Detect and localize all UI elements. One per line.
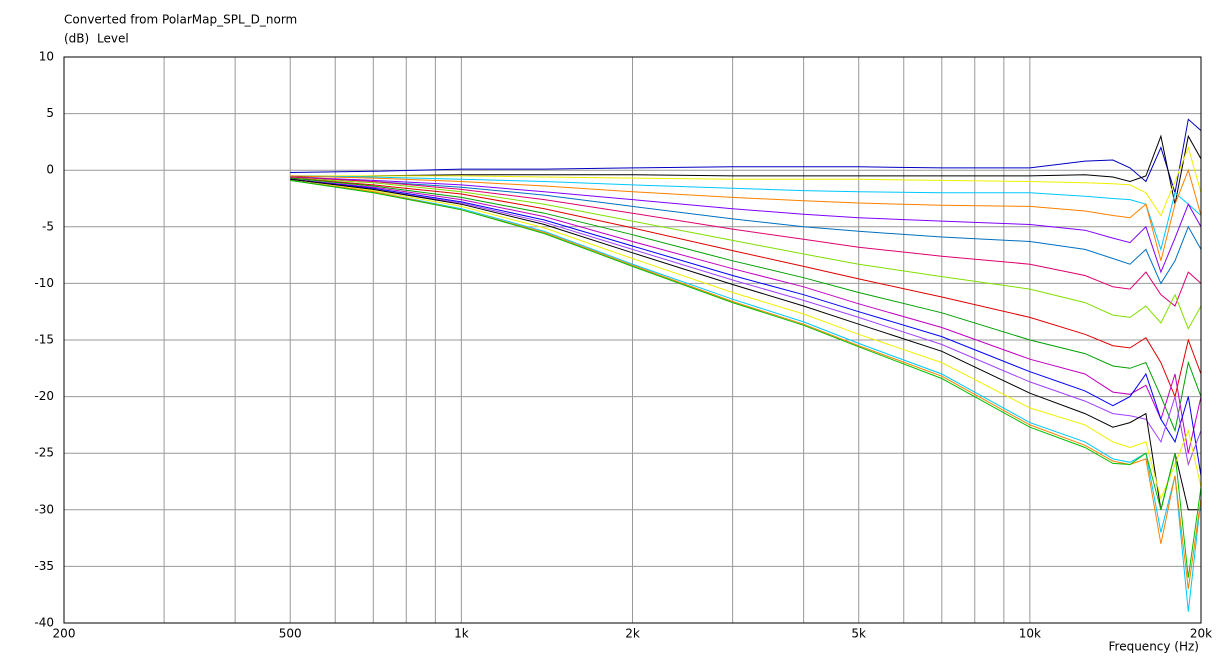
series-line [290,176,1202,274]
y-tick-label: -10 [34,276,54,290]
series-line [290,178,1202,454]
series-line [290,146,1202,217]
x-tick-label: 200 [53,627,76,641]
x-tick-label: 10k [1019,627,1041,641]
series-line [290,177,1202,330]
y-axis-label: Level [97,32,129,46]
series-line [290,179,1202,590]
x-axis-label: Frequency (Hz) [1109,640,1200,654]
series-line [290,175,1202,252]
y-tick-label: -25 [34,446,54,460]
series-line [290,179,1202,578]
series-line [290,177,1202,433]
series-line [290,176,1202,307]
series-line [290,177,1202,399]
x-tick-label: 1k [454,627,469,641]
y-tick-label: -20 [34,389,54,403]
series-line [290,134,1202,205]
series-line [290,168,1202,261]
y-tick-label: -30 [34,502,54,516]
y-unit: (dB) [64,32,89,46]
plot-border [63,56,1202,624]
x-tick-label: 20k [1190,627,1212,641]
y-tick-label: 0 [46,163,54,177]
series-line [290,176,1202,285]
series-line [290,178,1202,467]
chart-title: Converted from PolarMap_SPL_D_norm [64,13,297,27]
series-line [290,118,1202,193]
series-line [290,178,1202,476]
x-tick-label: 2k [625,627,640,641]
x-tick-label: 5k [851,627,866,641]
y-tick-label: 10 [39,50,54,64]
y-tick-label: -5 [42,219,54,233]
x-tick-label: 500 [279,627,302,641]
y-tick-label: 5 [46,106,54,120]
y-tick-label: -35 [34,559,54,573]
y-tick-label: -40 [34,616,54,630]
series-line [290,179,1202,612]
series-line [290,179,1202,501]
y-tick-label: -15 [34,333,54,347]
